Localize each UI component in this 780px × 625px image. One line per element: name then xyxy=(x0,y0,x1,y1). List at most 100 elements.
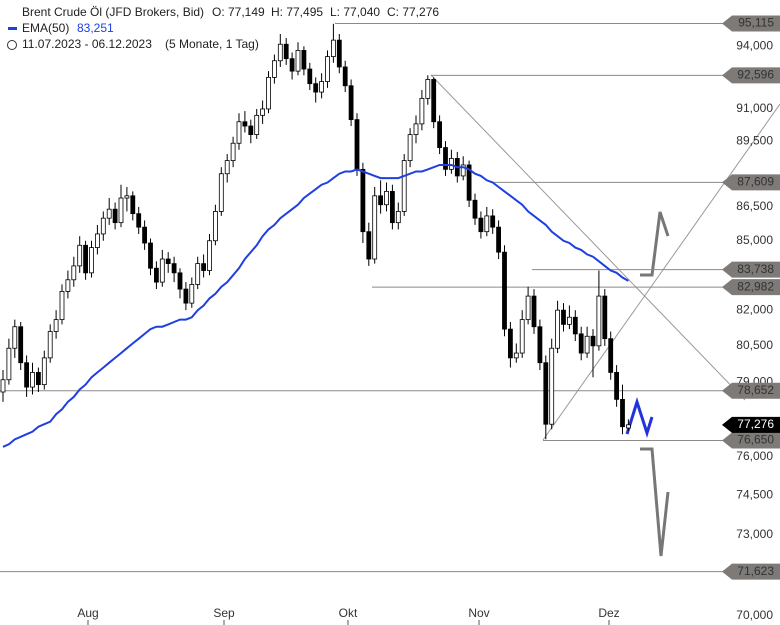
candle-up xyxy=(596,295,602,347)
level-label: 83,738 xyxy=(737,262,774,276)
y-tick-label: 91,000 xyxy=(736,101,773,115)
legend: Brent Crude Öl (JFD Brokers, Bid) O: 77,… xyxy=(7,5,439,51)
low: L: 77,040 xyxy=(330,5,380,19)
level-tag xyxy=(722,563,780,580)
candle-up xyxy=(224,160,230,175)
candle-up xyxy=(567,316,572,325)
trend-line xyxy=(430,74,746,401)
candle-down xyxy=(620,398,625,428)
candle-down xyxy=(289,58,295,72)
y-tick-label: 76,000 xyxy=(736,449,773,463)
candle-down xyxy=(561,309,566,325)
y-tick-label: 85,000 xyxy=(736,233,773,247)
candle-down xyxy=(602,295,608,340)
candle-up xyxy=(106,208,112,219)
candle-up xyxy=(448,158,454,170)
candle-down xyxy=(348,85,354,121)
candle-down xyxy=(443,147,448,170)
candle-up xyxy=(584,335,590,354)
candle-down xyxy=(83,244,88,274)
candle-down xyxy=(478,217,484,233)
candle-up xyxy=(195,263,201,285)
candle-down xyxy=(201,263,207,271)
y-tick-label: 89,500 xyxy=(736,133,773,147)
candle-down xyxy=(502,251,507,330)
y-tick-label: 82,000 xyxy=(736,302,773,316)
candle-up xyxy=(525,295,531,321)
candle-up xyxy=(230,142,236,162)
level-tag xyxy=(722,15,780,32)
candle-up xyxy=(77,244,83,267)
candle-down xyxy=(148,242,153,269)
candle-up xyxy=(277,43,283,62)
candle-up xyxy=(218,173,224,212)
drawings xyxy=(430,74,780,557)
candle-up xyxy=(212,211,218,242)
candle-up xyxy=(319,81,325,93)
candle-up xyxy=(407,134,413,162)
level-label: 76,650 xyxy=(737,433,774,447)
candle-up xyxy=(71,265,77,281)
level-tag xyxy=(722,261,780,278)
x-tick-label: Aug xyxy=(77,606,98,620)
candle-down xyxy=(171,263,177,274)
candle-down xyxy=(572,316,578,335)
y-tick-label: 94,000 xyxy=(736,38,773,52)
candle-up xyxy=(419,97,425,125)
level-label: 82,982 xyxy=(737,279,774,293)
candle-up xyxy=(626,424,631,429)
candle-up xyxy=(549,347,555,425)
candle-down xyxy=(36,372,41,386)
candle-up xyxy=(236,121,242,144)
candle-down xyxy=(490,215,496,228)
candle-up xyxy=(555,309,560,349)
y-tick-label: 86,500 xyxy=(736,199,773,213)
level-tag xyxy=(722,279,780,296)
last-price-tag xyxy=(722,416,780,433)
candle-up xyxy=(519,319,525,354)
candle-up xyxy=(413,123,419,136)
candle-up xyxy=(65,279,71,292)
candle-down xyxy=(614,372,619,400)
level-label: 92,596 xyxy=(737,68,774,82)
candle-down xyxy=(354,119,360,170)
candle-up xyxy=(260,108,266,116)
candle-down xyxy=(543,362,549,425)
candle-up xyxy=(384,190,389,206)
last-price-label: 77,276 xyxy=(737,417,774,431)
candle-up xyxy=(513,352,519,359)
high: H: 77,495 xyxy=(271,5,323,19)
candle-down xyxy=(153,267,159,283)
candle-up xyxy=(484,215,490,233)
candle-down xyxy=(242,121,248,127)
candle-up xyxy=(47,331,53,359)
candle-down xyxy=(248,125,254,136)
candle-down xyxy=(578,333,584,354)
candle-up xyxy=(330,39,336,58)
candle-up xyxy=(95,233,100,248)
level-tag xyxy=(722,67,780,84)
period: (5 Monate, 1 Tag) xyxy=(165,37,259,51)
arrow-zigzag xyxy=(625,397,654,438)
candle-up xyxy=(41,357,47,386)
candle-up xyxy=(401,160,407,212)
candle-up xyxy=(89,247,94,274)
candle-down xyxy=(507,328,513,359)
candle-up xyxy=(395,211,401,224)
candle-up xyxy=(460,164,466,177)
candle-up xyxy=(30,372,35,388)
trend-line xyxy=(542,103,780,441)
open: O: 77,149 xyxy=(212,5,265,19)
candle-down xyxy=(472,199,478,219)
candle-up xyxy=(207,240,212,271)
candle-down xyxy=(283,43,289,60)
candle-down xyxy=(437,121,443,148)
candle-up xyxy=(425,79,431,99)
date-range: 11.07.2023 - 06.12.2023 xyxy=(22,37,152,51)
x-tick-label: Nov xyxy=(468,606,489,620)
candle-down xyxy=(307,68,313,85)
candle-down xyxy=(130,195,136,215)
level-label: 71,623 xyxy=(737,564,774,578)
y-tick-label: 73,000 xyxy=(736,527,773,541)
